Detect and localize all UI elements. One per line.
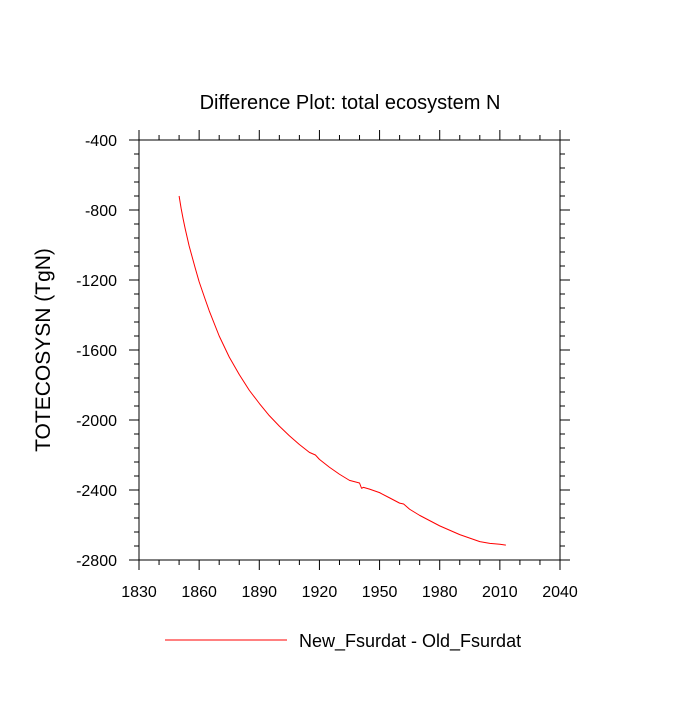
legend-label: New_Fsurdat - Old_Fsurdat xyxy=(299,631,521,652)
tick-labels: 1830 1860 1890 1920 1950 1980 2010 2040 -400 -800… xyxy=(76,133,578,601)
plot-frame xyxy=(138,139,561,561)
y-tick-label: -2800 xyxy=(76,553,117,570)
x-tick-label: 1830 xyxy=(121,584,157,601)
y-tick-label: -400 xyxy=(85,133,117,150)
y-tick-label: -800 xyxy=(85,203,117,220)
y-tick-label: -2400 xyxy=(76,483,117,500)
x-tick-label: 1890 xyxy=(241,584,277,601)
x-tick-label: 1860 xyxy=(181,584,217,601)
series-lines xyxy=(178,195,506,546)
y-tick-label: -1200 xyxy=(76,273,117,290)
y-tick-label: -1600 xyxy=(76,343,117,360)
chart-title: Difference Plot: total ecosystem N xyxy=(200,92,501,114)
legend: New_Fsurdat - Old_Fsurdat xyxy=(165,631,521,652)
x-tick-label: 1950 xyxy=(362,584,398,601)
x-tick-label: 2010 xyxy=(482,584,518,601)
y-tick-label: -2000 xyxy=(76,413,117,430)
x-tick-label: 1980 xyxy=(422,584,458,601)
x-tick-label: 2040 xyxy=(542,584,578,601)
tick-marks xyxy=(129,130,570,570)
y-axis-label: TOTECOSYSN (TgN) xyxy=(32,248,55,452)
x-tick-label: 1920 xyxy=(302,584,338,601)
series-line-0 xyxy=(178,195,506,546)
